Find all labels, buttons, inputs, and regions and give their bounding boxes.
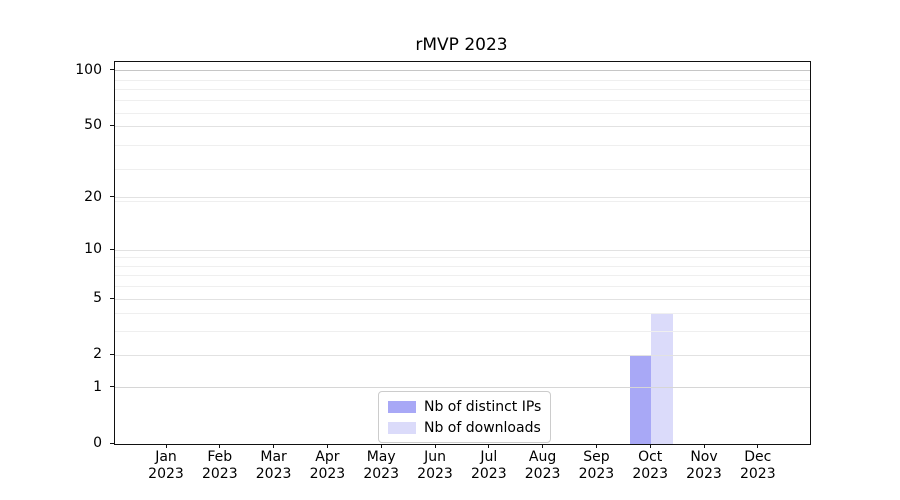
y-tick-mark xyxy=(110,248,114,250)
y-tick-label: 50 xyxy=(84,117,102,134)
x-tick-month: Nov xyxy=(690,449,718,465)
x-tick-label: Jul 2023 xyxy=(459,449,519,483)
x-tick-label: Jan 2023 xyxy=(136,449,196,483)
y-tick-label: 1 xyxy=(93,378,102,395)
bar-distinct-ips xyxy=(629,355,652,444)
major-gridline xyxy=(115,249,810,251)
legend-label-downloads: Nb of downloads xyxy=(424,419,541,436)
x-tick-label: Sep 2023 xyxy=(566,449,626,483)
minor-gridline xyxy=(115,257,810,259)
minor-gridline xyxy=(115,286,810,288)
major-gridline xyxy=(115,298,810,300)
minor-gridline xyxy=(115,331,810,333)
x-tick-mark xyxy=(703,444,705,448)
x-tick-mark xyxy=(434,444,436,448)
x-tick-year: 2023 xyxy=(201,466,238,482)
x-tick-label: Jun 2023 xyxy=(405,449,465,483)
minor-gridline xyxy=(115,100,810,102)
x-tick-year: 2023 xyxy=(148,466,184,482)
x-tick-mark xyxy=(326,444,328,448)
y-tick-mark xyxy=(110,69,114,71)
x-tick-month: May xyxy=(366,449,396,465)
x-tick-year: 2023 xyxy=(363,466,399,482)
x-tick-mark xyxy=(273,444,275,448)
y-tick-mark xyxy=(110,124,114,126)
x-tick-year: 2023 xyxy=(632,466,668,482)
legend-label-distinct-ips: Nb of distinct IPs xyxy=(424,398,542,415)
x-tick-month: Jun xyxy=(424,449,446,465)
x-tick-month: Jul xyxy=(480,449,498,465)
y-tick-mark xyxy=(110,442,114,444)
x-tick-label: May 2023 xyxy=(351,449,411,483)
legend-item-distinct-ips: Nb of distinct IPs xyxy=(388,398,541,415)
plot-area xyxy=(114,61,811,445)
x-tick-label: Oct 2023 xyxy=(620,449,680,483)
x-tick-label: Apr 2023 xyxy=(297,449,357,483)
y-tick-mark xyxy=(110,386,114,388)
minor-gridline xyxy=(115,89,810,91)
y-tick-label: 100 xyxy=(75,61,102,78)
x-tick-month: Dec xyxy=(744,449,772,465)
x-tick-mark xyxy=(219,444,221,448)
x-tick-mark xyxy=(380,444,382,448)
x-tick-year: 2023 xyxy=(739,466,776,482)
x-tick-mark xyxy=(488,444,490,448)
minor-gridline xyxy=(115,201,810,203)
bar-downloads xyxy=(651,313,673,444)
x-tick-month: Apr xyxy=(315,449,340,465)
y-tick-mark xyxy=(110,297,114,299)
legend-swatch-distinct-ips xyxy=(388,400,416,413)
major-gridline xyxy=(115,387,810,389)
minor-gridline xyxy=(115,265,810,267)
x-tick-year: 2023 xyxy=(578,466,615,482)
y-tick-label: 0 xyxy=(93,435,102,451)
minor-gridline xyxy=(115,313,810,315)
x-tick-mark xyxy=(757,444,759,448)
legend-item-downloads: Nb of downloads xyxy=(388,419,541,436)
x-tick-month: Aug xyxy=(528,449,557,465)
x-tick-month: Feb xyxy=(207,449,233,465)
minor-gridline xyxy=(115,145,810,147)
y-tick-label: 5 xyxy=(93,290,102,307)
minor-gridline xyxy=(115,112,810,114)
x-tick-year: 2023 xyxy=(417,466,453,482)
y-tick-mark xyxy=(110,196,114,198)
minor-gridline xyxy=(115,168,810,170)
chart-title: rMVP 2023 xyxy=(415,35,508,55)
x-tick-month: Oct xyxy=(638,449,663,465)
x-tick-label: Dec 2023 xyxy=(728,449,788,483)
x-tick-year: 2023 xyxy=(470,466,507,482)
y-tick-label: 2 xyxy=(93,346,102,363)
legend: Nb of distinct IPs Nb of downloads xyxy=(378,391,552,443)
x-tick-label: Aug 2023 xyxy=(513,449,573,483)
x-tick-label: Mar 2023 xyxy=(244,449,304,483)
major-gridline xyxy=(115,197,810,199)
x-tick-mark xyxy=(542,444,544,448)
minor-gridline xyxy=(115,79,810,81)
x-tick-year: 2023 xyxy=(255,466,292,482)
y-tick-label: 10 xyxy=(84,241,102,258)
y-tick-label: 20 xyxy=(84,188,102,205)
x-tick-month: Jan xyxy=(155,449,177,465)
x-tick-year: 2023 xyxy=(686,466,722,482)
x-tick-year: 2023 xyxy=(309,466,346,482)
minor-gridline xyxy=(115,275,810,277)
x-tick-month: Mar xyxy=(260,449,287,465)
major-gridline xyxy=(115,354,810,356)
major-gridline xyxy=(115,70,810,72)
x-tick-mark xyxy=(649,444,651,448)
x-tick-mark xyxy=(595,444,597,448)
x-tick-year: 2023 xyxy=(524,466,561,482)
x-tick-label: Feb 2023 xyxy=(190,449,250,483)
x-tick-label: Nov 2023 xyxy=(674,449,734,483)
x-tick-month: Sep xyxy=(583,449,610,465)
legend-swatch-downloads xyxy=(388,421,416,434)
y-tick-mark xyxy=(110,353,114,355)
major-gridline xyxy=(115,125,810,127)
x-tick-mark xyxy=(165,444,167,448)
